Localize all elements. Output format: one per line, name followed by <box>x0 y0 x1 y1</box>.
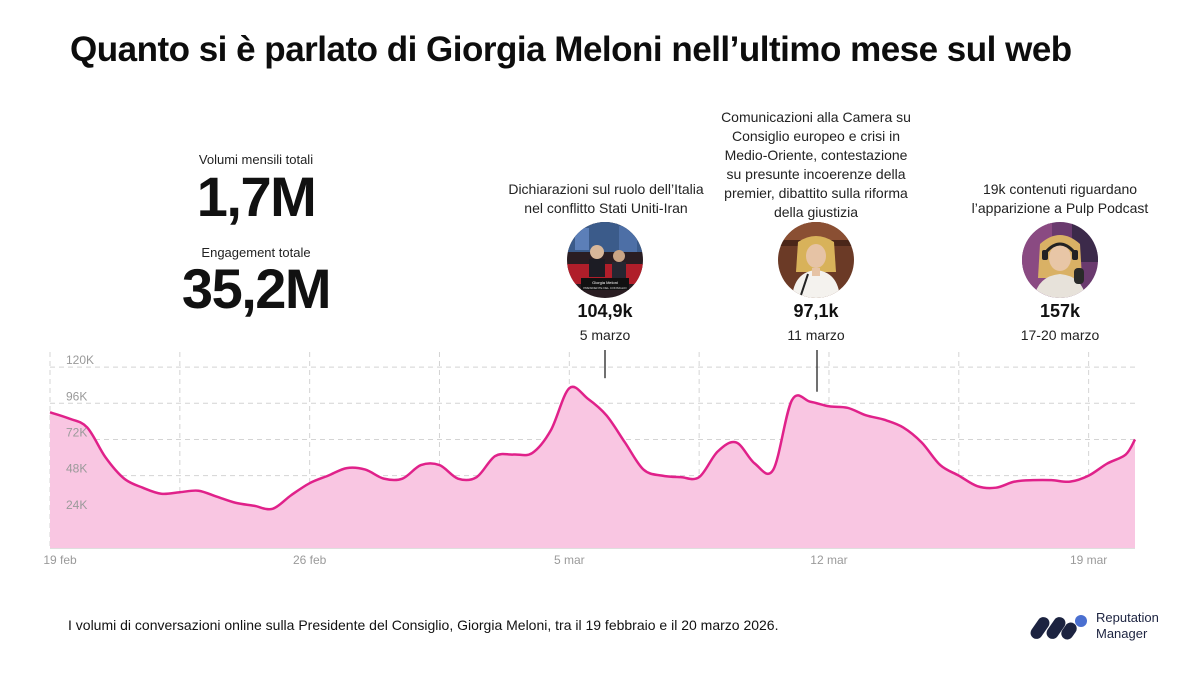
volume-value: 1,7M <box>196 165 317 228</box>
event-2-description-line: Consiglio europeo e crisi in <box>731 128 901 144</box>
brand-name: Reputation Manager <box>1096 610 1159 642</box>
event-2-description-line: della giustizia <box>773 204 859 220</box>
event-2-date: 11 marzo <box>787 327 845 343</box>
engagement-label: Engagement totale <box>201 245 311 260</box>
x-tick-label: 19 feb <box>43 553 77 567</box>
x-tick-label: 26 feb <box>293 553 327 567</box>
photo-caption-role: PRESIDENTE DEL CONSIGLIO <box>583 286 627 290</box>
footer-note: I volumi di conversazioni online sulla P… <box>68 617 779 633</box>
press-conference-photo-icon: Giorgia Meloni PRESIDENTE DEL CONSIGLIO <box>567 222 643 298</box>
x-tick-label: 19 mar <box>1070 553 1107 567</box>
podcast-photo-icon <box>1022 222 1098 298</box>
x-tick-label: 12 mar <box>810 553 847 567</box>
engagement-value: 35,2M <box>181 257 332 320</box>
event-1-value: 104,9k <box>577 301 633 321</box>
series-area-fill <box>50 386 1135 548</box>
event-2-description-line: su presunte incoerenze della <box>726 166 906 182</box>
event-1-description-line: Dichiarazioni sul ruolo dell’Italia <box>508 181 704 197</box>
event-2-description-line: Medio-Oriente, contestazione <box>724 147 908 163</box>
volume-label: Volumi mensili totali <box>198 152 314 167</box>
event-1-date: 5 marzo <box>579 327 631 343</box>
y-tick-label: 72K <box>66 425 87 439</box>
brand-name-line-1: Reputation <box>1096 610 1159 625</box>
reputation-manager-logo-icon <box>1030 615 1087 640</box>
event-3-value: 157k <box>1039 301 1081 321</box>
x-tick-label: 5 mar <box>554 553 585 567</box>
y-tick-label: 48K <box>66 462 87 476</box>
photo-caption-name: Giorgia Meloni <box>592 280 618 285</box>
event-2-value: 97,1k <box>793 301 839 321</box>
event-3-description-line: 19k contenuti riguardano <box>982 181 1138 197</box>
event-3-description-line: l’apparizione a Pulp Podcast <box>971 200 1149 216</box>
event-3-date: 17-20 marzo <box>1020 327 1100 343</box>
event-2-description-line: premier, dibattito sulla riforma <box>724 185 908 201</box>
series-line <box>49 385 1137 511</box>
y-tick-label: 120K <box>66 353 94 367</box>
parliament-speech-photo-icon <box>778 222 854 298</box>
event-1-description: Dichiarazioni sul ruolo dell’Italia nel … <box>476 180 736 218</box>
brand-name-line-2: Manager <box>1096 626 1148 641</box>
event-3-description: 19k contenuti riguardano l’apparizione a… <box>930 180 1190 218</box>
event-1-description-line: nel conflitto Stati Uniti-Iran <box>524 200 688 216</box>
event-2-description: Comunicazioni alla Camera su Consiglio e… <box>686 108 946 222</box>
mentions-area-chart: 24K 48K 72K 96K 120K 19 feb 26 feb 5 mar 12 mar 1… <box>43 350 1137 567</box>
y-tick-label: 24K <box>66 498 87 512</box>
event-2-description-line: Comunicazioni alla Camera su <box>721 109 911 125</box>
y-tick-label: 96K <box>66 389 87 403</box>
page-title: Quanto si è parlato di Giorgia Meloni ne… <box>70 30 1072 69</box>
brand-block: Reputation Manager <box>1030 610 1180 646</box>
